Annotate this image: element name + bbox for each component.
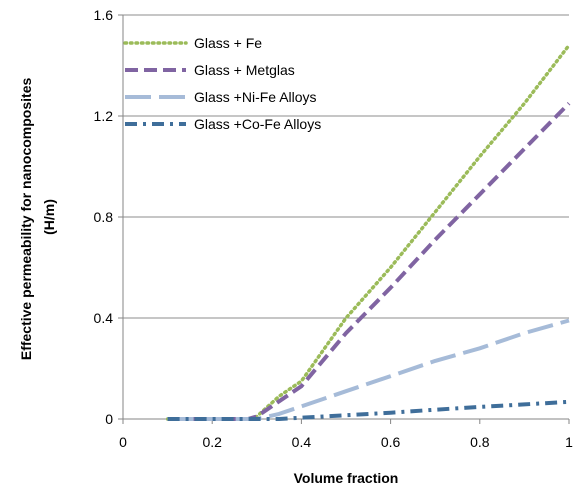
x-axis-title: Volume fraction (294, 470, 399, 486)
y-axis-title-line-2: (H/m) (41, 199, 57, 235)
x-tick-label-3: 0.6 (381, 434, 401, 450)
y-axis-title-line-1: Effective permeability for nanocomposite… (18, 78, 34, 361)
series-line-1 (167, 101, 571, 421)
legend-label-2: Glass +Ni-Fe Alloys (194, 89, 317, 105)
y-tick-label-1: 0.4 (94, 310, 114, 326)
y-tick-label-3: 1.2 (94, 108, 114, 124)
series-group (165, 43, 571, 421)
gridlines (123, 14, 569, 319)
tick-labels: 0 0.4 0.8 1.2 1.6 0 0.2 0.4 0.6 0.8 1 (94, 7, 574, 450)
x-tick-label-5: 1 (565, 434, 573, 450)
y-axis-title: Effective permeability for nanocomposite… (18, 74, 57, 360)
x-tick-label-2: 0.4 (292, 434, 312, 450)
legend: Glass + Fe Glass + Metglas Glass +Ni-Fe Al… (123, 35, 321, 132)
x-tick-label-1: 0.2 (202, 434, 222, 450)
series-line-3 (167, 399, 570, 421)
x-tick-label-4: 0.8 (470, 434, 490, 450)
y-tick-label-0: 0 (105, 411, 113, 427)
legend-label-0: Glass + Fe (194, 35, 262, 51)
legend-label-3: Glass +Co-Fe Alloys (194, 116, 321, 132)
y-tick-label-4: 1.6 (94, 7, 114, 23)
legend-label-1: Glass + Metglas (194, 62, 295, 78)
y-tick-label-2: 0.8 (94, 209, 114, 225)
x-tick-label-0: 0 (119, 434, 127, 450)
